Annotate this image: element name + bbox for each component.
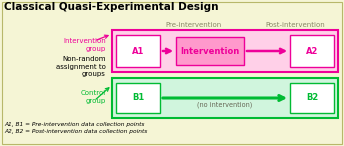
Text: A2: A2	[306, 46, 318, 55]
Text: Non-random
assignment to
groups: Non-random assignment to groups	[56, 56, 106, 77]
Text: Classical Quasi-Experimental Design: Classical Quasi-Experimental Design	[4, 2, 218, 12]
Text: (no intervention): (no intervention)	[197, 102, 252, 108]
Text: Control
group: Control group	[81, 90, 106, 104]
FancyBboxPatch shape	[116, 83, 160, 113]
Text: A1, B1 = Pre-intervention data collection points: A1, B1 = Pre-intervention data collectio…	[4, 122, 144, 127]
Text: A1: A1	[132, 46, 144, 55]
Text: A2, B2 = Post-intervention data collection points: A2, B2 = Post-intervention data collecti…	[4, 129, 147, 134]
Text: B2: B2	[306, 93, 318, 102]
FancyBboxPatch shape	[290, 35, 334, 67]
FancyBboxPatch shape	[2, 2, 342, 144]
FancyBboxPatch shape	[176, 37, 244, 65]
Text: Intervention
group: Intervention group	[63, 38, 106, 52]
FancyBboxPatch shape	[290, 83, 334, 113]
FancyBboxPatch shape	[112, 78, 338, 118]
Text: Pre-intervention: Pre-intervention	[165, 22, 221, 28]
Text: B1: B1	[132, 93, 144, 102]
Text: Post-intervention: Post-intervention	[265, 22, 325, 28]
FancyBboxPatch shape	[116, 35, 160, 67]
FancyBboxPatch shape	[112, 30, 338, 72]
Text: Intervention: Intervention	[180, 46, 240, 55]
